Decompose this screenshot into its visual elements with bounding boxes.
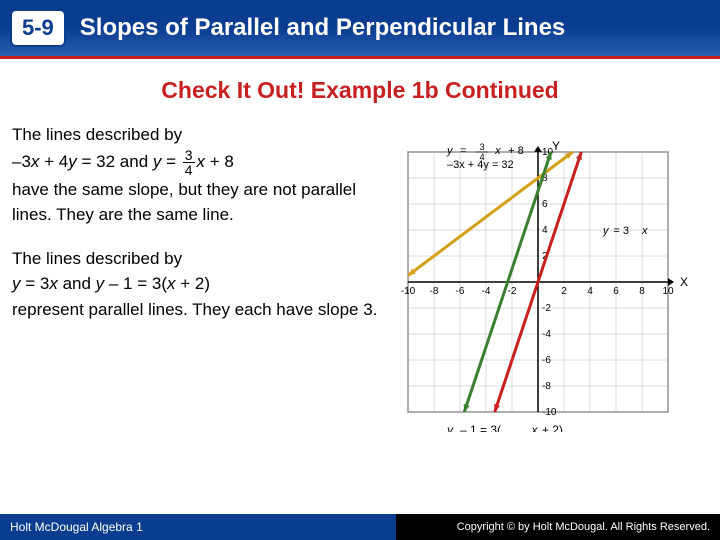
svg-text:2: 2 [561, 286, 567, 297]
coordinate-graph: -10-8-6-4-2246810-10-8-6-4-2246810XYy = … [398, 122, 708, 432]
para1-rest: have the same slope, but they are not pa… [12, 180, 356, 225]
example-title: Check It Out! Example 1b Continued [0, 77, 720, 104]
p2-and: and [58, 274, 96, 293]
section-number-badge: 5-9 [10, 9, 66, 47]
svg-text:=: = [460, 145, 466, 157]
eq2-a: = [161, 151, 180, 170]
var-y4: y [96, 274, 105, 293]
eq1-b: + 4 [39, 151, 68, 170]
var-y: y [68, 151, 77, 170]
svg-text:x: x [531, 423, 539, 432]
content-area: The lines described by –3x + 4y = 32 and… [0, 122, 720, 432]
svg-text:4: 4 [542, 225, 548, 236]
var-x4: x [167, 274, 176, 293]
svg-text:8: 8 [639, 286, 645, 297]
para2-rest: represent parallel lines. They each have… [12, 300, 377, 319]
svg-text:X: X [680, 275, 688, 289]
para1-intro: The lines described by [12, 125, 182, 144]
svg-text:x: x [494, 145, 501, 157]
eq1-c: = 32 [77, 151, 115, 170]
footer-right: Copyright © by Holt McDougal. All Rights… [457, 521, 710, 533]
header-title: Slopes of Parallel and Perpendicular Lin… [80, 14, 565, 42]
paragraph-2: The lines described by y = 3x and y – 1 … [12, 246, 398, 323]
svg-text:-6: -6 [542, 355, 551, 366]
svg-text:6: 6 [542, 199, 548, 210]
text-column: The lines described by –3x + 4y = 32 and… [12, 122, 398, 432]
svg-text:+ 8: + 8 [508, 145, 524, 157]
svg-text:-8: -8 [542, 381, 551, 392]
and-text: and [115, 151, 153, 170]
svg-text:3: 3 [480, 142, 485, 152]
eq2-b: + 8 [205, 151, 234, 170]
svg-text:-10: -10 [542, 407, 557, 418]
svg-text:-8: -8 [430, 286, 439, 297]
svg-text:x: x [641, 225, 648, 237]
svg-text:= 3: = 3 [613, 225, 629, 237]
p2-eq2b: + 2) [176, 274, 211, 293]
var-x2: x [197, 151, 206, 170]
svg-text:-4: -4 [482, 286, 491, 297]
svg-text:6: 6 [613, 286, 619, 297]
svg-text:–3x + 4y = 32: –3x + 4y = 32 [447, 159, 514, 171]
slide-header: 5-9 Slopes of Parallel and Perpendicular… [0, 0, 720, 59]
eq1-a: –3 [12, 151, 31, 170]
svg-text:+ 2): + 2) [542, 423, 563, 432]
var-x3: x [49, 274, 58, 293]
footer-left: Holt McDougal Algebra 1 [10, 520, 143, 534]
svg-text:4: 4 [587, 286, 593, 297]
p2-eq1: = 3 [21, 274, 50, 293]
svg-text:-6: -6 [456, 286, 465, 297]
para2-intro: The lines described by [12, 249, 182, 268]
slide-footer: Holt McDougal Algebra 1 Copyright © by H… [0, 514, 720, 540]
graph-column: -10-8-6-4-2246810-10-8-6-4-2246810XYy = … [398, 122, 708, 432]
svg-text:-2: -2 [508, 286, 517, 297]
svg-text:– 1 = 3(: – 1 = 3( [460, 423, 501, 432]
svg-text:10: 10 [662, 286, 674, 297]
p2-eq2: – 1 = 3( [104, 274, 167, 293]
fraction-34: 34 [183, 148, 195, 177]
svg-text:-2: -2 [542, 303, 551, 314]
svg-text:y: y [446, 423, 454, 432]
paragraph-1: The lines described by –3 x + 4y = 32 and… [12, 122, 398, 228]
svg-text:-4: -4 [542, 329, 551, 340]
svg-text:-10: -10 [401, 286, 416, 297]
var-y3: y [12, 274, 21, 293]
svg-text:Y: Y [552, 139, 560, 153]
